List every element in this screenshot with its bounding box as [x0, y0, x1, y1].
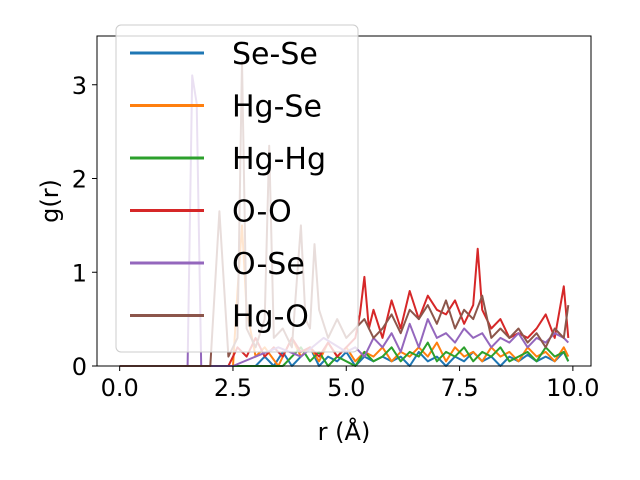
y-axis-label: g(r) — [36, 179, 64, 223]
y-axis: 0 1 2 3 — [72, 72, 97, 381]
x-axis: 0.0 2.5 5.0 7.5 10.0 — [101, 366, 600, 402]
y-tick-label: 0 — [72, 353, 87, 381]
legend: Se-Se Hg-Se Hg-Hg O-O O-Se Hg-O — [115, 24, 359, 353]
x-axis-label: r (Å) — [318, 417, 371, 446]
legend-label: Hg-O — [232, 300, 309, 335]
y-tick-label: 3 — [72, 72, 87, 100]
x-tick-label: 7.5 — [440, 374, 478, 402]
legend-label: O-O — [232, 195, 292, 230]
x-tick-label: 2.5 — [214, 374, 252, 402]
y-tick-label: 1 — [72, 259, 87, 287]
legend-label: Hg-Hg — [232, 142, 326, 177]
x-tick-label: 10.0 — [546, 374, 599, 402]
series-line-o-o — [119, 247, 570, 367]
x-tick-label: 0.0 — [101, 374, 139, 402]
legend-label: Hg-Se — [232, 90, 322, 125]
legend-label: Se-Se — [232, 37, 318, 72]
legend-label: O-Se — [232, 247, 305, 282]
x-tick-label: 5.0 — [327, 374, 365, 402]
series-line-hg-hg — [119, 341, 570, 367]
y-tick-label: 2 — [72, 166, 87, 194]
